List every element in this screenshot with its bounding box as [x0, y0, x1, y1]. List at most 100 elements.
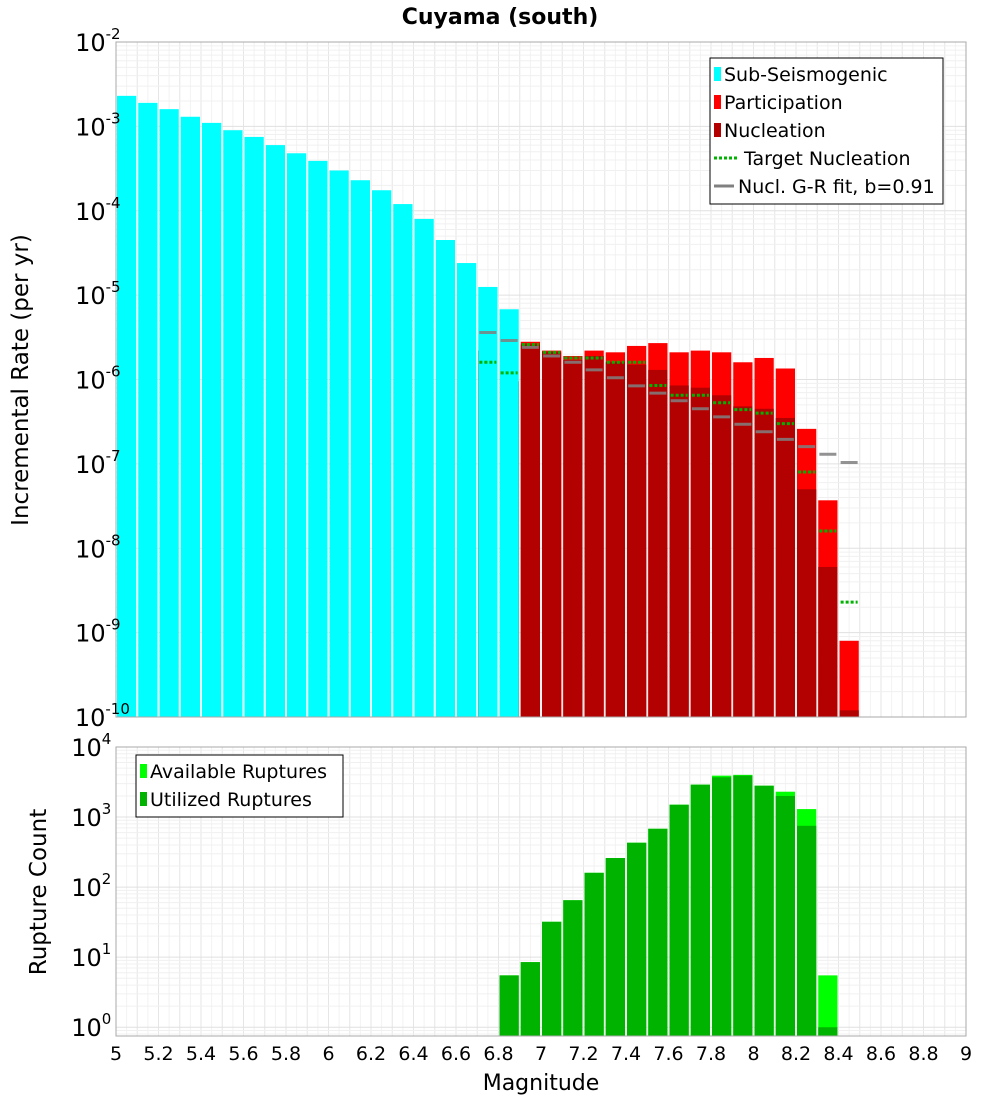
sub-seismogenic-bar: [202, 122, 222, 717]
nucleation-bar: [563, 360, 583, 717]
utilized-ruptures-bar: [627, 842, 647, 1036]
x-tick-label: 5.2: [143, 1043, 173, 1065]
sub-seismogenic-bar: [414, 218, 434, 717]
x-tick-label: 7: [535, 1043, 547, 1065]
y-tick-label: 10-3: [75, 109, 121, 141]
legend-label-nucleation: Nucleation: [724, 120, 826, 142]
legend-label-sub-seismogenic: Sub-Seismogenic: [724, 64, 888, 86]
sub-seismogenic-bar: [265, 145, 285, 717]
nucleation-bar: [754, 408, 774, 717]
x-tick-label: 8: [747, 1043, 759, 1065]
legend-swatch-available-ruptures: [140, 764, 147, 778]
x-tick-label: 6.6: [441, 1043, 471, 1065]
legend-label-participation: Participation: [724, 92, 843, 114]
y-tick-label: 101: [71, 940, 111, 972]
sub-seismogenic-bar: [499, 309, 519, 717]
chart-title: Cuyama (south): [402, 5, 599, 30]
legend-box: [709, 57, 944, 205]
sub-seismogenic-bar: [435, 240, 455, 717]
top-plot-lines: [479, 331, 858, 604]
nucleation-bar: [605, 362, 625, 717]
nucleation-bar: [733, 406, 753, 717]
sub-seismogenic-bar: [223, 130, 243, 718]
top-plot-frame: [115, 41, 967, 718]
nucleation-bar: [818, 566, 838, 717]
nucleation-bar: [584, 355, 604, 717]
x-axis-label: Magnitude: [483, 1071, 600, 1096]
y-tick-label: 104: [71, 730, 111, 762]
bottom-plot: 104 103 102 101 100 Rupture Count Available …: [26, 730, 967, 1042]
x-tick-label: 8.4: [823, 1043, 853, 1065]
x-tick-labels: 5 5.2 5.4 5.6 5.8 6 6.2 6.4 6.6 6.8 7 7.2 7.4 7.6 7.8 8…: [110, 1043, 972, 1065]
utilized-ruptures-bar: [520, 962, 540, 1036]
legend-swatch-sub-seismogenic: [714, 67, 721, 81]
y-tick-label: 102: [71, 870, 111, 902]
utilized-ruptures-bar: [754, 785, 774, 1036]
legend-box: [135, 754, 344, 818]
sub-seismogenic-bar: [457, 263, 477, 717]
utilized-ruptures-bar: [775, 795, 795, 1036]
sub-seismogenic-bar: [329, 170, 349, 717]
legend-label-nucl-g-r-fit-b-0-91: Nucl. G-R fit, b=0.91: [738, 176, 935, 198]
nucleation-bar: [542, 352, 562, 717]
nucleation-bar: [648, 369, 668, 717]
utilized-ruptures-bar: [818, 1027, 838, 1036]
x-tick-label: 7.4: [611, 1043, 641, 1065]
y-tick-label: 10-4: [75, 194, 121, 226]
utilized-ruptures-bar: [605, 858, 625, 1036]
x-tick-label: 6.8: [483, 1043, 513, 1065]
bottom-plot-bars: [499, 774, 838, 1036]
y-tick-label: 10-5: [75, 278, 121, 310]
sub-seismogenic-bar: [350, 180, 370, 717]
utilized-ruptures-bar: [712, 777, 732, 1036]
sub-seismogenic-bar: [138, 102, 158, 717]
x-tick-label: 8.6: [866, 1043, 896, 1065]
utilized-ruptures-bar: [669, 804, 689, 1036]
available-ruptures-bar: [818, 975, 838, 1036]
sub-seismogenic-bar: [372, 190, 392, 718]
x-tick-label: 7.6: [653, 1043, 683, 1065]
top-y-tick-labels: 10-2 10-3 10-4 10-5 10-6 10-7 10-8 10-9 10-10: [75, 25, 130, 732]
x-tick-label: 6.2: [356, 1043, 386, 1065]
x-tick-label: 5: [110, 1043, 122, 1065]
sub-seismogenic-bar: [478, 286, 498, 717]
bottom-y-tick-labels: 104 103 102 101 100: [71, 730, 111, 1042]
nucleation-bar: [797, 489, 817, 717]
legend-label-available-ruptures: Available Ruptures: [150, 761, 327, 783]
top-plot-bars: [117, 95, 859, 718]
nucleation-bar: [690, 387, 710, 717]
top-legend: Sub-Seismogenic Participation Nucleation Ta…: [709, 57, 944, 205]
nucleation-bar: [520, 344, 540, 717]
utilized-ruptures-bar: [648, 828, 668, 1036]
nucleation-bar: [712, 395, 732, 717]
utilized-ruptures-bar: [733, 775, 753, 1036]
y-tick-label: 10-2: [75, 25, 121, 57]
y-tick-label: 100: [71, 1010, 111, 1042]
y-tick-label: 10-10: [75, 700, 130, 732]
sub-seismogenic-bar: [117, 95, 137, 717]
top-plot: 10-2 10-3 10-4 10-5 10-6 10-7 10-8 10-9 10-10 In…: [8, 25, 967, 732]
utilized-ruptures-bar: [797, 825, 817, 1036]
nucleation-bar: [839, 710, 859, 717]
y-tick-label: 10-6: [75, 363, 121, 395]
legend-label-utilized-ruptures: Utilized Ruptures: [150, 789, 312, 811]
x-tick-label: 5.8: [271, 1043, 301, 1065]
sub-seismogenic-bar: [393, 204, 413, 717]
utilized-ruptures-bar: [690, 784, 710, 1036]
x-tick-label: 8.8: [908, 1043, 938, 1065]
x-tick-label: 6: [322, 1043, 334, 1065]
x-tick-label: 6.4: [398, 1043, 428, 1065]
utilized-ruptures-bar: [542, 921, 562, 1036]
x-tick-label: 5.6: [228, 1043, 258, 1065]
utilized-ruptures-bar: [563, 900, 583, 1036]
top-y-axis-label: Incremental Rate (per yr): [8, 234, 34, 526]
sub-seismogenic-bar: [159, 109, 179, 718]
sub-seismogenic-bar: [244, 136, 264, 718]
nucleation-bar: [627, 364, 647, 717]
x-tick-label: 8.2: [781, 1043, 811, 1065]
sub-seismogenic-bar: [287, 153, 307, 717]
x-tick-label: 7.8: [696, 1043, 726, 1065]
sub-seismogenic-bar: [308, 160, 328, 718]
participation-bar: [839, 640, 859, 717]
x-tick-label: 7.2: [568, 1043, 598, 1065]
